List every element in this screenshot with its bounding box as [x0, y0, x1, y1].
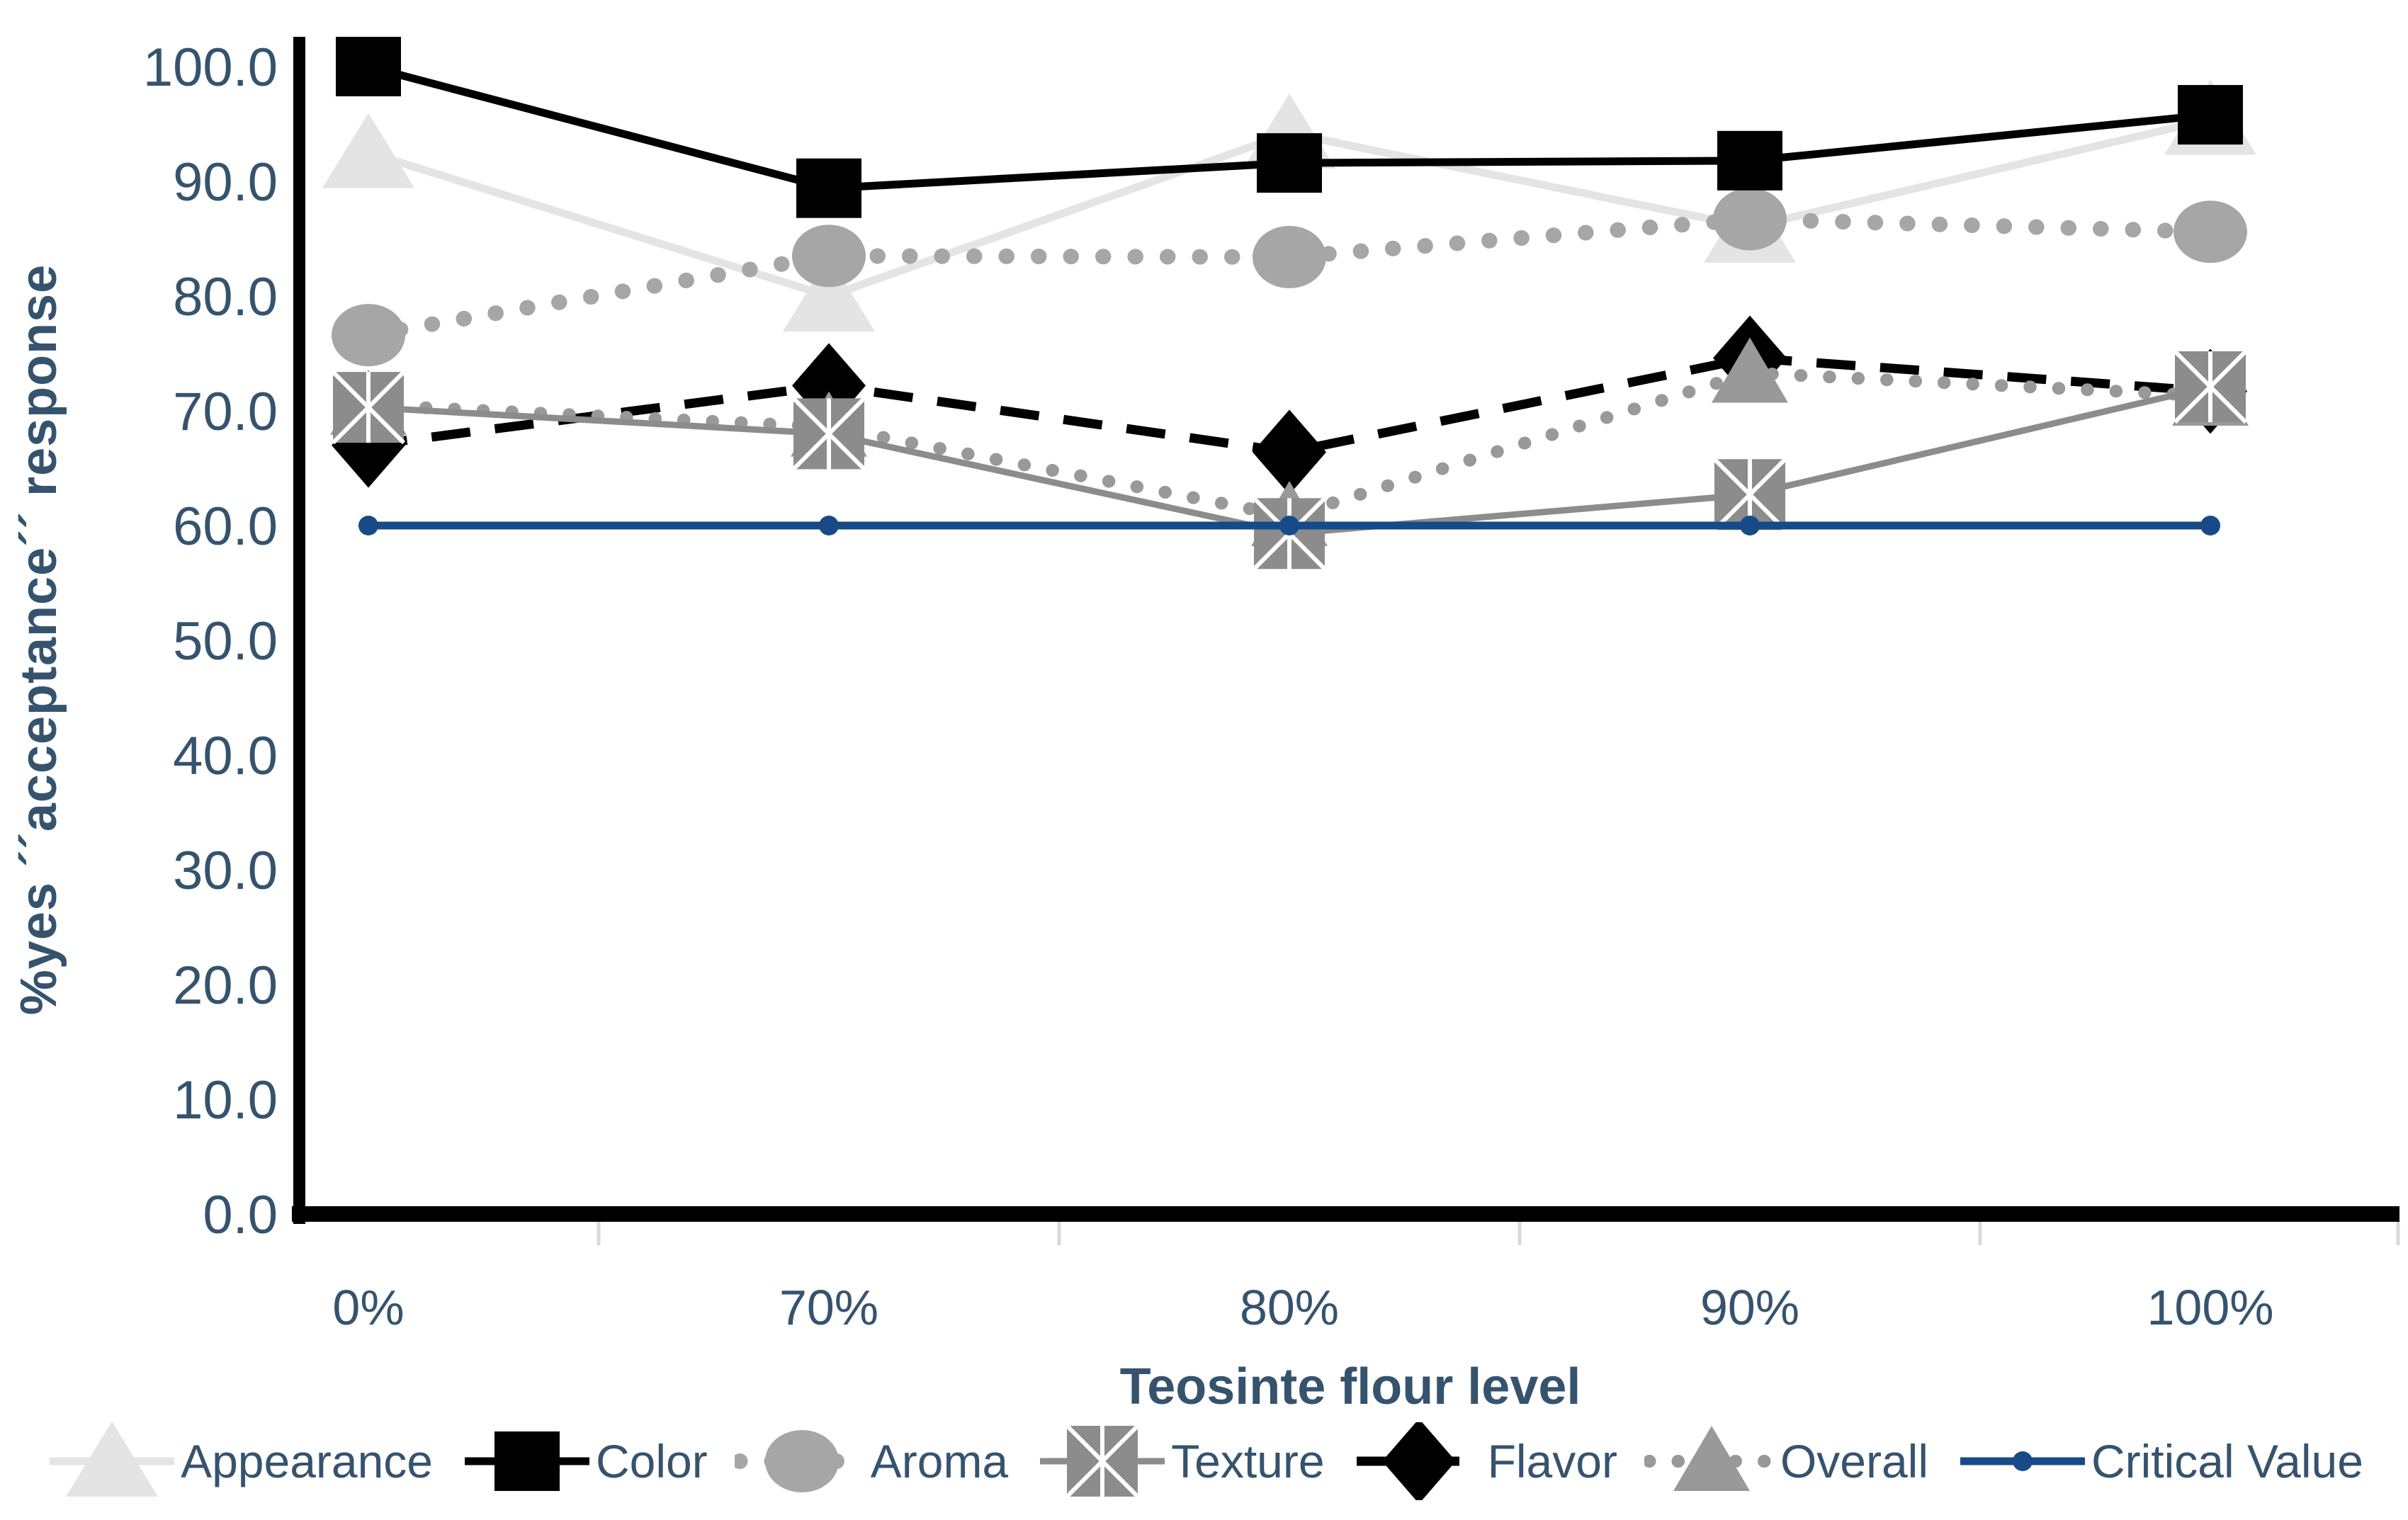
- marker-diamond: [1381, 1422, 1456, 1500]
- y-tick-label: 20.0: [173, 955, 278, 1016]
- x-tick-label: 90%: [1700, 1280, 1799, 1335]
- marker-circle: [2174, 200, 2247, 263]
- y-axis-title: %yes ´´acceptance´´ response: [11, 263, 67, 1016]
- y-tick-label: 0.0: [203, 1185, 278, 1245]
- series-flavor: [332, 315, 2247, 495]
- marker-triangle-small: [1712, 337, 1788, 403]
- marker-dot: [819, 516, 839, 535]
- circle-legend-icon: [734, 1430, 869, 1492]
- marker-dot: [1740, 516, 1760, 535]
- marker-circle: [1713, 188, 1787, 251]
- marker-circle: [764, 1430, 839, 1492]
- series-aroma: [332, 188, 2247, 367]
- y-tick-label: 100.0: [143, 38, 278, 98]
- legend-item-appearance: Appearance: [45, 1422, 433, 1500]
- marker-x-square: [2173, 349, 2248, 424]
- dot-legend-icon: [1960, 1451, 2085, 1471]
- triangle-legend-icon: [50, 1422, 175, 1497]
- square-legend-icon: [465, 1431, 590, 1491]
- marker-circle: [1253, 225, 1326, 288]
- x-tick-label: 0%: [332, 1280, 404, 1335]
- legend: Appearance Color Aroma Texture Flavor Overall…: [0, 1422, 2408, 1500]
- marker-square: [796, 158, 861, 218]
- legend-item-color: Color: [460, 1422, 708, 1500]
- legend-item-critical-value: Critical Value: [1955, 1422, 2363, 1500]
- marker-x-square: [791, 397, 866, 471]
- x-axis-title: Teosinte flour level: [1119, 1359, 1581, 1415]
- triangle-small-legend-icon: [1644, 1426, 1779, 1491]
- x-square-legend-icon: [1040, 1424, 1165, 1499]
- y-tick-label: 60.0: [173, 497, 278, 557]
- marker-square: [494, 1431, 560, 1491]
- marker-square: [336, 37, 401, 96]
- legend-item-overall: Overall: [1644, 1422, 1928, 1500]
- legend-label: Flavor: [1487, 1435, 1617, 1487]
- legend-label: Aroma: [870, 1435, 1009, 1487]
- marker-triangle-small: [1673, 1426, 1750, 1491]
- marker-circle: [792, 225, 866, 288]
- series-color: [336, 37, 2243, 218]
- y-tick-label: 80.0: [173, 267, 278, 327]
- y-tick-label: 40.0: [173, 726, 278, 786]
- legend-item-texture: Texture: [1035, 1422, 1325, 1500]
- diamond-legend-icon: [1356, 1422, 1481, 1500]
- marker-dot: [2013, 1451, 2033, 1471]
- marker-dot: [1279, 516, 1299, 535]
- marker-triangle: [66, 1422, 159, 1497]
- legend-label: Critical Value: [2091, 1435, 2363, 1487]
- x-tick-label: 100%: [2147, 1280, 2273, 1335]
- marker-circle: [332, 304, 405, 367]
- marker-square: [1717, 130, 1782, 191]
- marker-triangle: [783, 256, 875, 331]
- x-tick-label: 70%: [779, 1280, 878, 1335]
- legend-label: Texture: [1171, 1435, 1325, 1487]
- legend-label: Appearance: [181, 1435, 434, 1487]
- y-tick-label: 90.0: [173, 152, 278, 212]
- marker-x-square: [1065, 1424, 1140, 1499]
- x-axis-line: [292, 1206, 2399, 1222]
- legend-label: Color: [596, 1435, 708, 1487]
- marker-square: [1257, 133, 1322, 193]
- marker-dot: [2200, 516, 2220, 535]
- legend-item-flavor: Flavor: [1352, 1422, 1617, 1500]
- marker-dot: [358, 516, 378, 535]
- y-tick-label: 30.0: [173, 841, 278, 901]
- marker-square: [2178, 85, 2243, 145]
- x-tick-label: 80%: [1240, 1280, 1339, 1335]
- y-tick-label: 50.0: [173, 611, 278, 671]
- marker-triangle: [322, 113, 414, 188]
- y-axis-line: [293, 37, 305, 1224]
- legend-item-aroma: Aroma: [734, 1422, 1009, 1500]
- marker-diamond: [1253, 409, 1326, 495]
- y-tick-label: 70.0: [173, 382, 278, 442]
- legend-label: Overall: [1780, 1435, 1928, 1487]
- series-critical-value: [358, 516, 2220, 535]
- series-appearance: [322, 79, 2256, 331]
- y-tick-label: 10.0: [173, 1070, 278, 1130]
- marker-x-square: [331, 370, 406, 445]
